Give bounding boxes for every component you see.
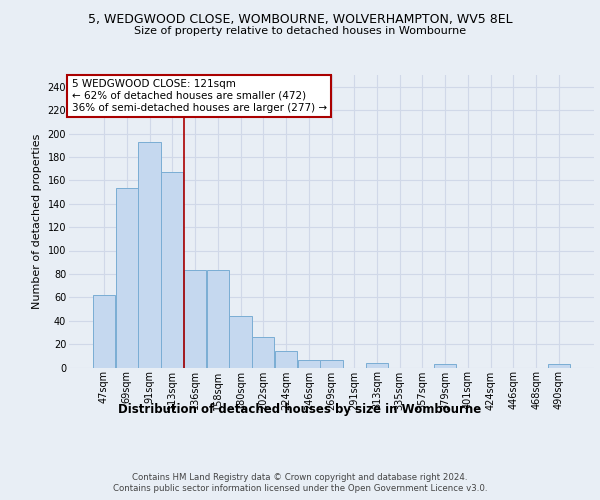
Bar [116, 188, 138, 368]
Bar [229, 316, 251, 368]
Bar [184, 270, 206, 368]
Text: Contains HM Land Registry data © Crown copyright and database right 2024.: Contains HM Land Registry data © Crown c… [132, 472, 468, 482]
Bar [206, 270, 229, 368]
Text: Distribution of detached houses by size in Wombourne: Distribution of detached houses by size … [118, 402, 482, 415]
Bar [434, 364, 457, 368]
Bar [252, 337, 274, 368]
Bar [320, 360, 343, 368]
Text: Size of property relative to detached houses in Wombourne: Size of property relative to detached ho… [134, 26, 466, 36]
Bar [275, 351, 297, 368]
Bar [366, 363, 388, 368]
Bar [93, 295, 115, 368]
Bar [139, 142, 161, 368]
Y-axis label: Number of detached properties: Number of detached properties [32, 134, 42, 309]
Bar [298, 360, 320, 368]
Text: 5 WEDGWOOD CLOSE: 121sqm
← 62% of detached houses are smaller (472)
36% of semi-: 5 WEDGWOOD CLOSE: 121sqm ← 62% of detach… [71, 80, 327, 112]
Text: 5, WEDGWOOD CLOSE, WOMBOURNE, WOLVERHAMPTON, WV5 8EL: 5, WEDGWOOD CLOSE, WOMBOURNE, WOLVERHAMP… [88, 12, 512, 26]
Bar [548, 364, 570, 368]
Bar [161, 172, 184, 368]
Text: Contains public sector information licensed under the Open Government Licence v3: Contains public sector information licen… [113, 484, 487, 493]
